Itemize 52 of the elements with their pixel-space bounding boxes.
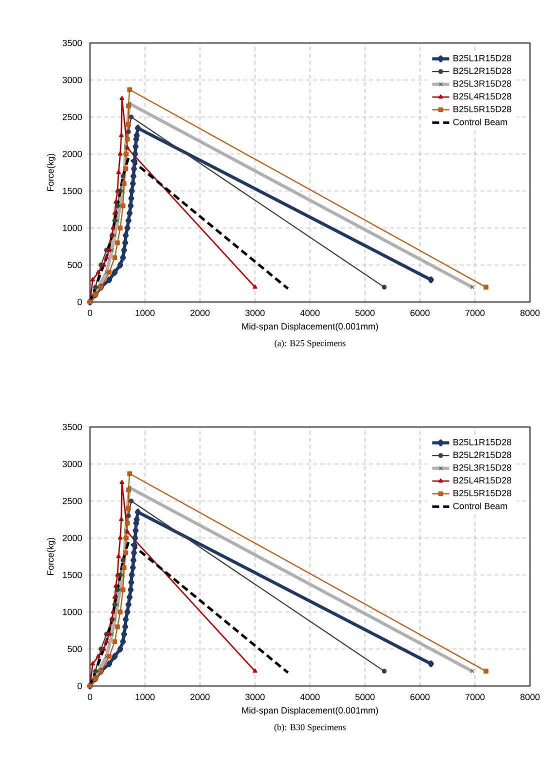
y-tick-label: 3000	[62, 76, 82, 84]
legend-label: B25L3R15D28	[454, 464, 512, 471]
legend-label: B25L2R15D28	[454, 452, 512, 458]
x-tick-label: 8000	[520, 694, 540, 700]
x-tick-label: 4000	[300, 310, 320, 316]
y-tick-label: 3000	[62, 460, 82, 468]
legend-label: B25L4R15D28	[454, 93, 512, 100]
x-tick-label: 5000	[355, 310, 375, 316]
y-tick-label: 1000	[62, 608, 82, 616]
x-tick-label: 1000	[136, 310, 155, 316]
x-tick-label: 8000	[520, 310, 540, 316]
legend-label: B25L4R15D28	[454, 477, 512, 484]
legend-label: B25L1R15D28	[454, 54, 512, 62]
x-tick-label: 6000	[410, 310, 430, 316]
text: (a): B25 Specimens	[274, 340, 346, 348]
y-axis-title: Force(kg)	[47, 154, 56, 191]
legend-label: B25L3R15D28	[454, 80, 512, 87]
y-tick-label: 1500	[62, 572, 82, 578]
y-tick-label: 500	[68, 262, 82, 268]
x-tick-label: 0	[88, 310, 92, 316]
legend-label: B25L5R15D28	[454, 106, 512, 112]
x-tick-label: 3000	[245, 310, 265, 316]
y-tick-label: 0	[78, 298, 82, 306]
legend-label: B25L1R15D28	[454, 438, 512, 446]
text: (b): B30 Specimens	[274, 724, 346, 732]
y-tick-label: 2000	[62, 534, 82, 542]
y-tick-label: 500	[68, 646, 82, 652]
x-tick-label: 7000	[465, 310, 485, 316]
x-tick-label: 0	[88, 694, 92, 700]
x-tick-label: 1000	[136, 694, 155, 700]
x-tick-label: 4000	[300, 694, 320, 700]
y-tick-label: 2000	[62, 150, 82, 158]
y-axis-title: Force(kg)	[47, 538, 56, 575]
x-tick-label: 7000	[465, 694, 485, 700]
y-tick-label: 2500	[62, 114, 82, 120]
y-tick-label: 1500	[62, 188, 82, 194]
x-tick-label: 5000	[355, 694, 375, 700]
legend-label: Control Beam	[453, 118, 507, 126]
x-axis-title: Mid-span Displacement(0.001mm)	[242, 706, 378, 716]
x-tick-label: 6000	[410, 694, 430, 700]
x-tick-label: 2000	[190, 310, 210, 316]
legend-label: B25L5R15D28	[454, 490, 512, 496]
x-tick-label: 3000	[245, 694, 265, 700]
y-tick-label: 3500	[62, 424, 82, 430]
y-tick-label: 2500	[62, 498, 82, 504]
legend-label: Control Beam	[453, 502, 507, 510]
y-tick-label: 3500	[62, 40, 82, 46]
x-tick-label: 2000	[190, 694, 210, 700]
y-tick-label: 0	[78, 682, 82, 690]
x-axis-title: Mid-span Displacement(0.001mm)	[242, 322, 378, 332]
legend-label: B25L2R15D28	[454, 68, 512, 74]
y-tick-label: 1000	[62, 224, 82, 232]
